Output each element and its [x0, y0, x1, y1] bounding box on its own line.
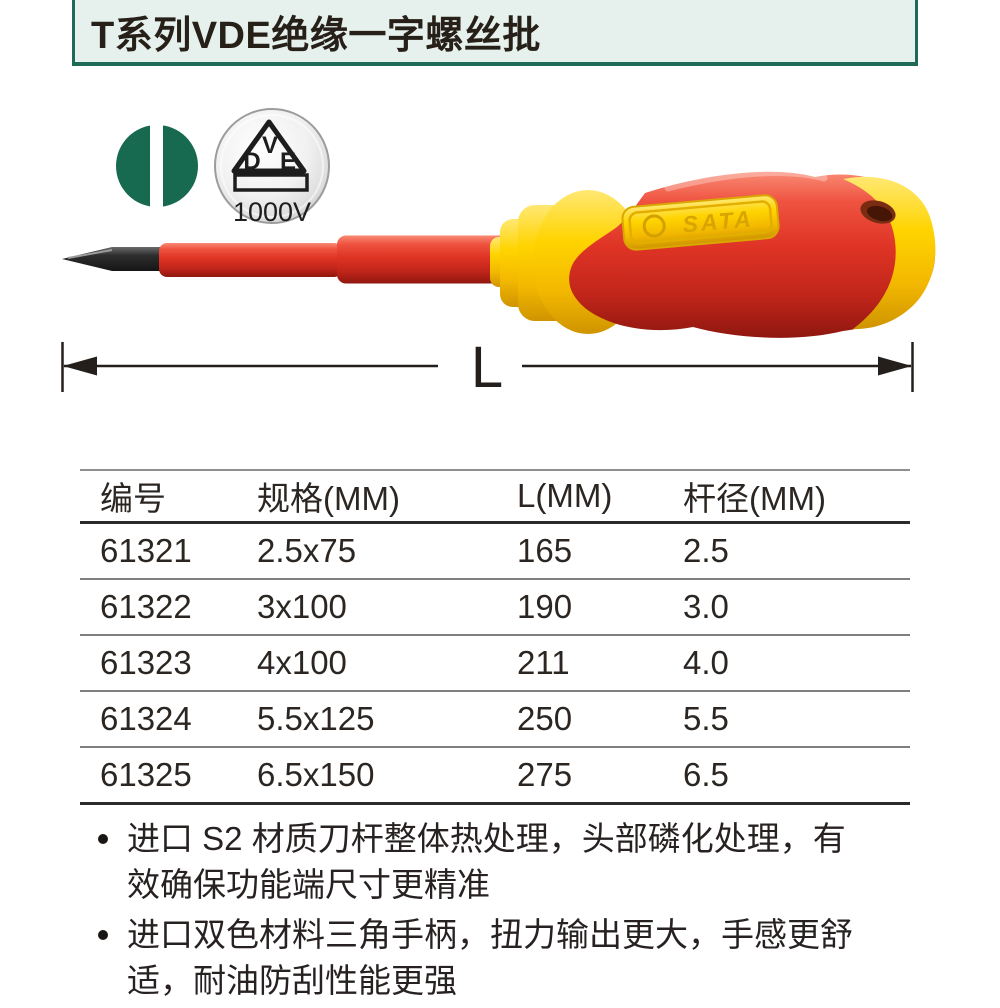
hang-hole	[860, 200, 896, 224]
arrow-right-icon	[878, 356, 912, 376]
cell-spec: 3x100	[257, 588, 347, 625]
page-title: T系列VDE绝缘一字螺丝批	[91, 14, 541, 57]
vde-letter-e: E	[280, 148, 296, 175]
vde-letter-d: D	[243, 148, 260, 175]
page-header: T系列VDE绝缘一字螺丝批	[72, 0, 918, 66]
cell-part-no: 61324	[100, 700, 192, 737]
cell-shaft-dia: 6.5	[683, 756, 729, 793]
cell-part-no: 61322	[100, 588, 192, 625]
vde-voltage-label: 1000V	[233, 197, 311, 227]
dimension-label: L	[471, 335, 503, 400]
feature-line: 进口 S2 材质刀杆整体热处理，头部磷化处理，有	[127, 820, 846, 857]
col-header-shaft-dia: 杆径(MM)	[683, 480, 826, 517]
slotted-tip-icon	[116, 122, 198, 210]
table-row: 61325 6.5x150 275 6.5	[80, 748, 910, 802]
table-row: 61321 2.5x75 165 2.5	[80, 524, 910, 580]
col-header-spec: 规格(MM)	[257, 480, 400, 517]
dimension-line: L	[61, 335, 914, 400]
screwdriver-image: SATA	[62, 169, 936, 338]
cell-shaft-dia: 2.5	[683, 532, 729, 569]
table-header-row: 编号 规格(MM) L(MM) 杆径(MM)	[80, 471, 910, 524]
cell-spec: 2.5x75	[257, 532, 357, 569]
cell-spec: 4x100	[257, 644, 347, 681]
cell-part-no: 61321	[100, 532, 192, 569]
feature-list: 进口 S2 材质刀杆整体热处理，头部磷化处理，有 效确保功能端尺寸更精准 进口双…	[95, 816, 895, 1008]
screwdriver-shaft	[159, 243, 342, 277]
table-row: 61324 5.5x125 250 5.5	[80, 692, 910, 748]
spec-table: 编号 规格(MM) L(MM) 杆径(MM) 61321 2.5x75 165 …	[80, 469, 910, 805]
feature-item: 进口双色材料三角手柄，扭力输出更大，手感更舒 适，耐油防刮性能更强	[95, 912, 895, 1004]
feature-line: 适，耐油防刮性能更强	[127, 962, 457, 999]
brand-label: SATA	[681, 205, 754, 237]
bullet-icon	[95, 816, 127, 908]
cell-length: 165	[517, 532, 573, 569]
cell-spec: 5.5x125	[257, 700, 375, 737]
feature-item: 进口 S2 材质刀杆整体热处理，头部磷化处理，有 效确保功能端尺寸更精准	[95, 816, 895, 908]
cell-length: 190	[517, 588, 573, 625]
handle-end-cap	[843, 176, 936, 330]
vde-base-plate	[233, 173, 309, 192]
vde-letter-v: V	[262, 132, 278, 159]
bullet-icon	[95, 912, 127, 1004]
vde-1000v-badge: V D E 1000V	[214, 108, 330, 227]
cell-spec: 6.5x150	[257, 756, 375, 793]
cell-shaft-dia: 3.0	[683, 588, 729, 625]
table-row: 61322 3x100 190 3.0	[80, 580, 910, 636]
col-header-part-no: 编号	[100, 480, 166, 517]
cell-part-no: 61325	[100, 756, 192, 793]
cell-length: 211	[517, 644, 570, 681]
cell-part-no: 61323	[100, 644, 192, 681]
feature-line: 效确保功能端尺寸更精准	[127, 866, 490, 903]
vde-triangle	[231, 119, 307, 174]
cell-length: 250	[517, 700, 573, 737]
screwdriver-tip	[62, 247, 165, 271]
cell-length: 275	[517, 756, 573, 793]
table-row: 61323 4x100 211 4.0	[80, 636, 910, 692]
brand-plate: SATA	[621, 194, 780, 251]
col-header-length: L(MM)	[517, 477, 613, 514]
feature-line: 进口双色材料三角手柄，扭力输出更大，手感更舒	[127, 916, 853, 953]
arrow-left-icon	[63, 356, 97, 376]
brand-logo-icon	[642, 214, 666, 238]
cell-shaft-dia: 5.5	[683, 700, 729, 737]
cell-shaft-dia: 4.0	[683, 644, 729, 681]
